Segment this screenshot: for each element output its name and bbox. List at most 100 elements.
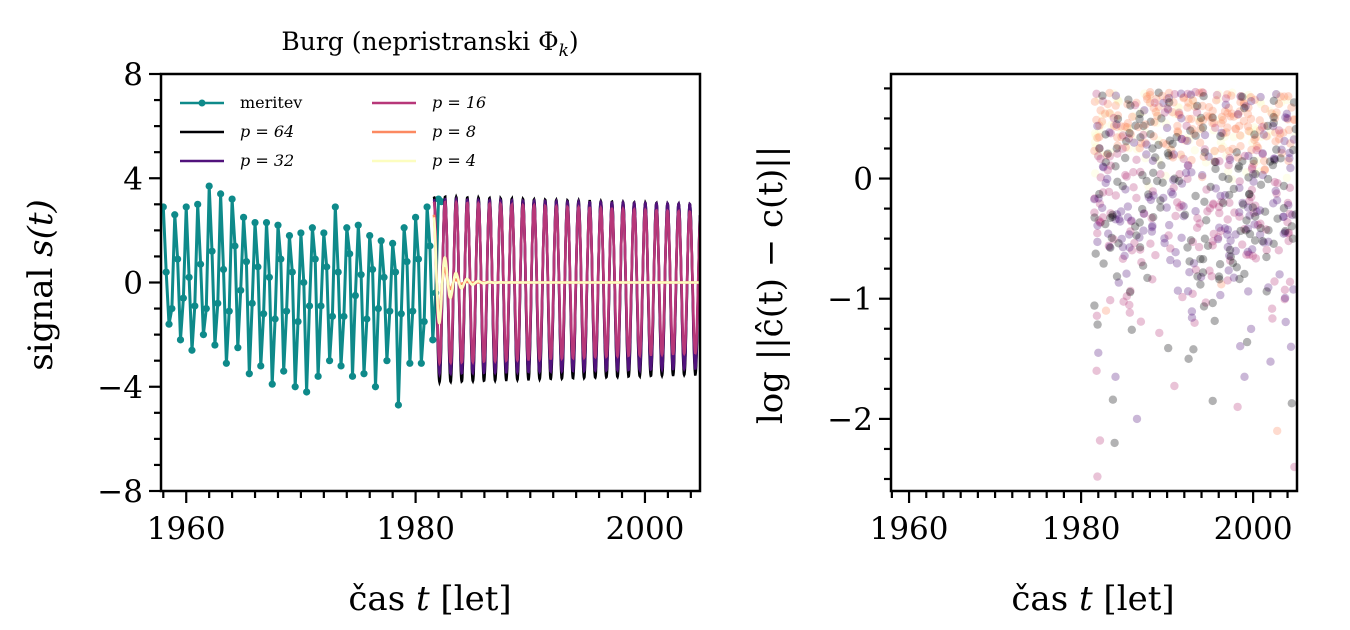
scatter-point <box>1175 203 1184 212</box>
scatter-point <box>1240 151 1250 161</box>
scatter-point <box>1219 142 1228 152</box>
scatter-point <box>1092 311 1102 320</box>
scatter-point <box>1257 132 1266 141</box>
scatter-point <box>1184 354 1193 363</box>
scatter-point <box>1261 225 1271 234</box>
data-point-meritev <box>357 271 365 279</box>
scatter-point <box>1270 277 1279 286</box>
scatter-point <box>1247 145 1256 155</box>
scatter-point <box>1142 150 1151 159</box>
scatter-point <box>1189 259 1199 268</box>
scatter-point <box>1277 145 1286 154</box>
scatter-point <box>1276 154 1285 163</box>
scatter-point <box>1140 106 1149 115</box>
scatter-point <box>1136 167 1145 177</box>
scatter-point <box>1129 183 1138 192</box>
scatter-point <box>1196 113 1206 123</box>
scatter-point <box>1111 101 1120 110</box>
scatter-point <box>1131 222 1140 231</box>
scatter-point <box>1204 103 1214 112</box>
scatter-point <box>1209 229 1218 239</box>
scatter-point <box>1249 156 1258 166</box>
scatter-point <box>1105 88 1114 98</box>
scatter-point <box>1238 92 1247 102</box>
scatter-point <box>1101 178 1110 188</box>
scatter-point <box>1288 210 1297 220</box>
scatter-point <box>1233 153 1243 162</box>
scatter-point <box>1251 133 1260 142</box>
scatter-point <box>1283 115 1293 124</box>
scatter-point <box>1122 269 1131 278</box>
scatter-point <box>1245 250 1254 259</box>
scatter-point <box>1279 212 1289 221</box>
scatter-point <box>1186 126 1195 135</box>
scatter-point <box>1096 154 1105 164</box>
scatter-point <box>1111 91 1121 100</box>
scatter-point <box>1271 128 1280 137</box>
right-y-axis-label: log ||ĉ(t) − c(t)|| <box>751 146 791 424</box>
scatter-point <box>1139 226 1148 235</box>
scatter-point <box>1269 96 1279 106</box>
scatter-point <box>1243 224 1253 233</box>
data-point-meritev <box>389 239 397 248</box>
scatter-point <box>1244 126 1254 136</box>
scatter-point <box>1200 130 1210 140</box>
data-point-meritev <box>277 255 285 263</box>
data-point-meritev <box>176 336 185 344</box>
scatter-point <box>1179 202 1188 211</box>
scatter-point <box>1149 168 1158 177</box>
scatter-point <box>1105 242 1114 252</box>
left-plot-area <box>161 182 700 409</box>
scatter-point <box>1098 213 1108 222</box>
scatter-point <box>1111 215 1120 224</box>
data-point-meritev <box>262 218 271 227</box>
scatter-point <box>1144 182 1153 191</box>
scatter-point <box>1135 233 1144 242</box>
data-point-meritev <box>305 302 314 310</box>
scatter-point <box>1258 149 1267 159</box>
scatter-point <box>1245 127 1254 136</box>
scatter-point <box>1121 170 1130 180</box>
scatter-point <box>1200 148 1210 157</box>
scatter-point <box>1125 128 1134 138</box>
scatter-point <box>1177 200 1186 210</box>
scatter-point <box>1291 210 1297 219</box>
scatter-point <box>1107 120 1116 130</box>
scatter-point <box>1208 113 1217 122</box>
scatter-point <box>1113 133 1122 142</box>
scatter-point <box>1231 246 1240 256</box>
scatter-point <box>1224 174 1233 184</box>
scatter-point <box>1137 258 1146 267</box>
scatter-point <box>1132 145 1142 154</box>
scatter-point <box>1214 233 1223 242</box>
scatter-point <box>1276 129 1285 138</box>
scatter-point <box>1204 113 1213 122</box>
scatter-point <box>1224 167 1233 176</box>
scatter-point <box>1275 270 1284 279</box>
scatter-point <box>1145 88 1155 97</box>
scatter-point <box>1153 111 1162 121</box>
scatter-point <box>1153 110 1162 119</box>
scatter-point <box>1246 93 1256 102</box>
scatter-point <box>1123 100 1132 109</box>
scatter-point <box>1098 91 1107 100</box>
scatter-point <box>1226 236 1235 245</box>
scatter-point <box>1220 191 1230 200</box>
scatter-point <box>1247 185 1257 194</box>
data-point-meritev <box>282 307 291 315</box>
scatter-point <box>1285 183 1295 192</box>
scatter-point <box>1194 242 1204 252</box>
scatter-point <box>1217 144 1226 153</box>
scatter-point <box>1126 217 1136 226</box>
scatter-point <box>1252 125 1261 134</box>
scatter-point <box>1260 104 1270 114</box>
data-point-meritev <box>217 190 225 198</box>
scatter-point <box>1228 144 1237 154</box>
data-point-meritev <box>303 388 311 396</box>
scatter-point <box>1235 107 1245 116</box>
scatter-point <box>1117 128 1126 137</box>
scatter-point <box>1132 155 1141 164</box>
scatter-point <box>1255 126 1265 135</box>
scatter-point <box>1157 161 1166 170</box>
scatter-point <box>1257 123 1267 132</box>
